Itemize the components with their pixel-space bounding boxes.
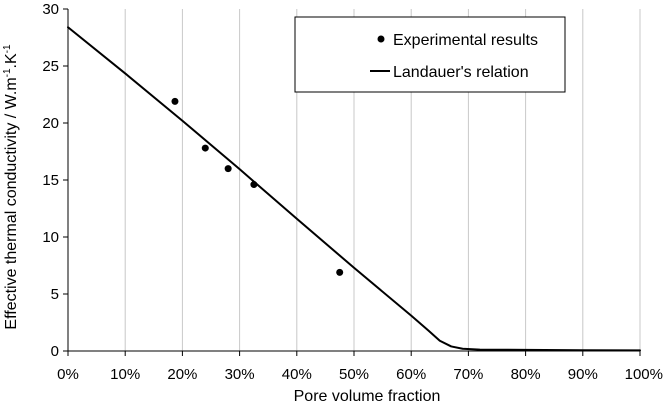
legend-box <box>294 16 566 93</box>
x-tick-label-3: 30% <box>225 366 255 383</box>
x-tick-label-4: 40% <box>282 366 312 383</box>
x-tick-label-0: 0% <box>57 366 79 383</box>
y-axis-title: Effective thermal conductivity / W.m-1.K… <box>2 44 20 330</box>
y-axis-title-sup1: -1 <box>2 68 13 77</box>
legend-marker-experimental <box>377 35 385 43</box>
legend: Experimental results Landauer's relation <box>294 16 566 93</box>
y-axis-title-sup2: -1 <box>2 44 13 53</box>
y-tick-label-0: 0 <box>51 343 59 360</box>
x-tick-label-8: 80% <box>511 366 541 383</box>
x-tick-label-6: 60% <box>396 366 426 383</box>
data-point-4 <box>336 268 344 276</box>
chart-series <box>67 26 641 352</box>
x-tick-label-1: 10% <box>110 366 140 383</box>
x-tick-label-7: 70% <box>453 366 483 383</box>
chart-axes <box>63 8 641 356</box>
legend-label-landauer: Landauer's relation <box>393 64 529 81</box>
x-tick-label-5: 50% <box>339 366 369 383</box>
x-axis-title: Pore volume fraction <box>294 388 441 405</box>
data-point-1 <box>201 144 209 152</box>
y-tick-label-4: 20 <box>42 115 59 132</box>
data-point-2 <box>224 165 232 173</box>
legend-label-experimental: Experimental results <box>393 32 538 49</box>
y-tick-label-1: 5 <box>51 286 59 303</box>
y-axis-title-mid: .K <box>3 53 20 68</box>
y-tick-label-3: 15 <box>42 172 59 189</box>
x-tick-label-2: 20% <box>167 366 197 383</box>
x-tick-label-10: 100% <box>625 366 663 383</box>
y-axis-title-base: Effective thermal conductivity / W.m <box>3 77 20 329</box>
x-tick-label-9: 90% <box>568 366 598 383</box>
data-point-0 <box>171 97 179 105</box>
y-tick-label-5: 25 <box>42 58 59 75</box>
series-line-landauer <box>67 26 641 352</box>
y-tick-label-2: 10 <box>42 229 59 246</box>
y-tick-label-6: 30 <box>42 1 59 18</box>
tick-labels: 0 5 10 15 20 25 30 0% 10% 20% 30% 40% 50% 60% 70% 80% 90… <box>42 1 663 383</box>
